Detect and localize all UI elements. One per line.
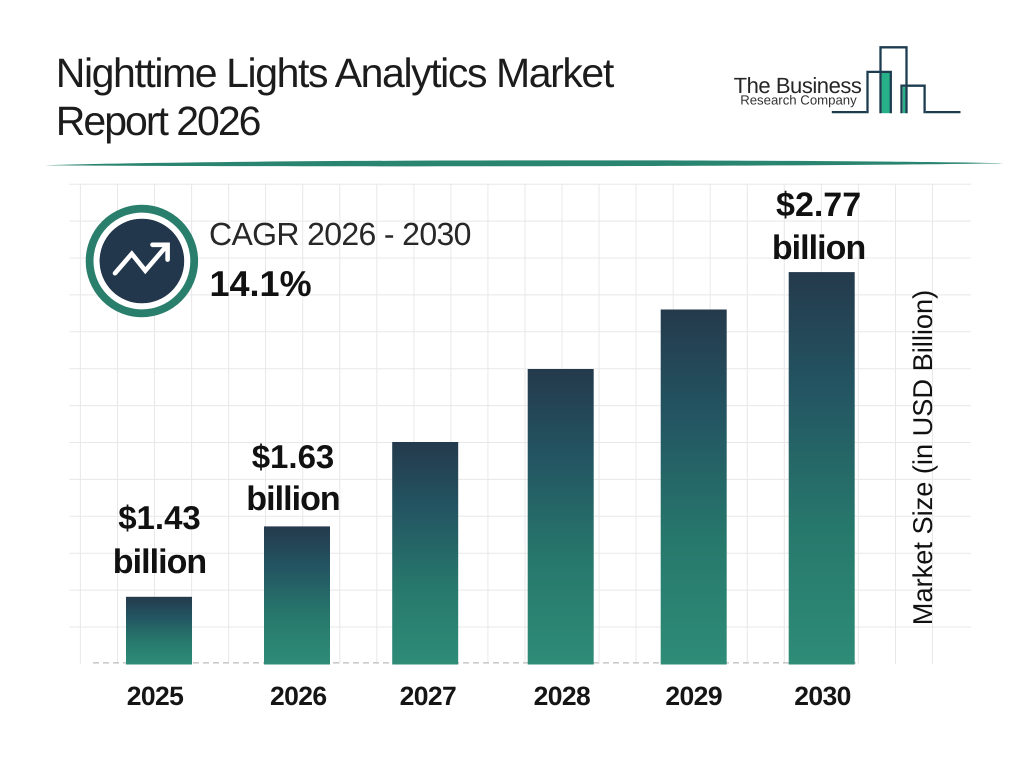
svg-text:2030: 2030: [794, 681, 851, 711]
svg-text:2029: 2029: [665, 681, 722, 711]
svg-text:Market Size (in USD Billion): Market Size (in USD Billion): [907, 290, 938, 625]
svg-text:$1.63: $1.63: [252, 438, 335, 475]
svg-text:CAGR 2026 - 2030: CAGR 2026 - 2030: [209, 216, 471, 252]
svg-text:Research Company: Research Company: [740, 93, 857, 108]
svg-text:Nighttime Lights Analytics Mar: Nighttime Lights Analytics Market: [56, 50, 615, 96]
svg-text:14.1%: 14.1%: [210, 263, 312, 304]
svg-text:2027: 2027: [400, 681, 457, 711]
svg-text:2028: 2028: [534, 681, 591, 711]
svg-text:$1.43: $1.43: [118, 499, 201, 536]
svg-text:billion: billion: [113, 543, 206, 581]
svg-text:$2.77: $2.77: [776, 186, 861, 224]
svg-text:The Business: The Business: [734, 73, 862, 98]
svg-text:2025: 2025: [127, 681, 184, 711]
svg-text:Report 2026: Report 2026: [56, 98, 260, 144]
svg-text:billion: billion: [772, 229, 865, 267]
svg-text:billion: billion: [246, 480, 339, 518]
svg-text:2026: 2026: [270, 681, 327, 711]
